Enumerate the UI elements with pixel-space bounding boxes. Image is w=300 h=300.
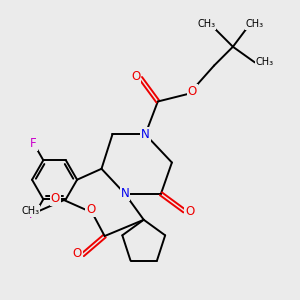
- Text: F: F: [29, 208, 35, 221]
- Text: O: O: [73, 247, 82, 260]
- Text: CH₃: CH₃: [197, 19, 215, 29]
- Text: O: O: [51, 192, 60, 205]
- Text: O: O: [131, 70, 140, 83]
- Text: N: N: [141, 128, 150, 141]
- Text: CH₃: CH₃: [21, 206, 39, 216]
- Text: O: O: [185, 205, 195, 218]
- Text: CH₃: CH₃: [256, 57, 274, 68]
- Text: O: O: [86, 203, 95, 216]
- Text: N: N: [121, 187, 129, 200]
- Text: F: F: [30, 137, 37, 150]
- Text: CH₃: CH₃: [246, 19, 264, 29]
- Text: O: O: [188, 85, 197, 98]
